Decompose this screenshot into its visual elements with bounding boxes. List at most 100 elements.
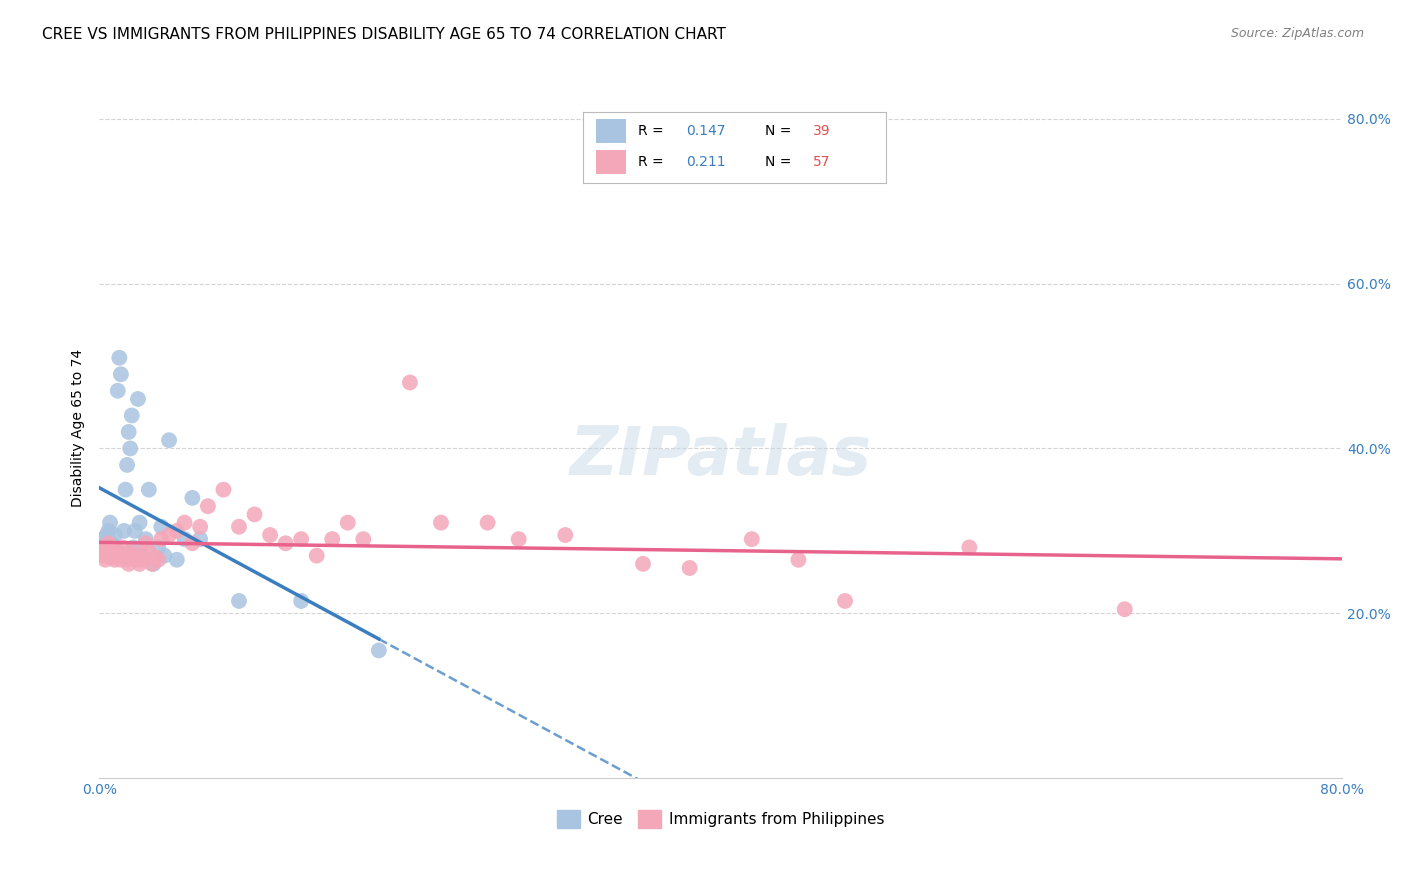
- Point: [166, 553, 188, 567]
- Point: [477, 516, 499, 530]
- Point: [110, 553, 132, 567]
- Point: [148, 553, 170, 567]
- Point: [112, 524, 135, 538]
- Point: [96, 528, 118, 542]
- Point: [111, 541, 134, 555]
- Point: [127, 549, 149, 563]
- Point: [122, 541, 145, 555]
- Point: [108, 549, 131, 563]
- Point: [148, 541, 170, 555]
- Point: [305, 549, 328, 563]
- Point: [121, 544, 143, 558]
- Point: [135, 532, 157, 546]
- Point: [243, 508, 266, 522]
- Point: [212, 483, 235, 497]
- Point: [101, 547, 124, 561]
- Point: [430, 516, 453, 530]
- Point: [631, 557, 654, 571]
- Point: [108, 351, 131, 365]
- Point: [93, 544, 115, 558]
- Point: [957, 541, 980, 555]
- Point: [104, 528, 127, 542]
- Text: CREE VS IMMIGRANTS FROM PHILIPPINES DISABILITY AGE 65 TO 74 CORRELATION CHART: CREE VS IMMIGRANTS FROM PHILIPPINES DISA…: [42, 27, 725, 42]
- Point: [188, 532, 211, 546]
- Point: [153, 549, 176, 563]
- Point: [228, 520, 250, 534]
- Point: [131, 553, 153, 567]
- Point: [110, 368, 132, 382]
- Point: [100, 536, 122, 550]
- Point: [125, 553, 148, 567]
- Point: [1114, 602, 1136, 616]
- Text: N =: N =: [765, 155, 796, 169]
- Point: [111, 549, 134, 563]
- Point: [107, 544, 129, 558]
- Point: [128, 516, 150, 530]
- Point: [352, 532, 374, 546]
- Point: [91, 544, 114, 558]
- Point: [142, 557, 165, 571]
- Point: [336, 516, 359, 530]
- Point: [97, 524, 120, 538]
- Point: [118, 557, 141, 571]
- Point: [554, 528, 576, 542]
- Point: [259, 528, 281, 542]
- Point: [741, 532, 763, 546]
- Text: R =: R =: [638, 124, 668, 137]
- FancyBboxPatch shape: [596, 119, 626, 143]
- Point: [94, 536, 117, 550]
- Point: [107, 384, 129, 398]
- Point: [188, 520, 211, 534]
- Point: [93, 549, 115, 563]
- Point: [157, 528, 180, 542]
- Point: [127, 392, 149, 406]
- Point: [115, 553, 138, 567]
- Point: [787, 553, 810, 567]
- Point: [98, 544, 121, 558]
- Point: [197, 499, 219, 513]
- Point: [678, 561, 700, 575]
- Point: [97, 536, 120, 550]
- Point: [120, 549, 142, 563]
- Point: [100, 550, 122, 565]
- Point: [101, 544, 124, 558]
- Point: [94, 553, 117, 567]
- Point: [150, 532, 173, 546]
- Text: 57: 57: [813, 155, 831, 169]
- Text: 0.211: 0.211: [686, 155, 725, 169]
- Point: [274, 536, 297, 550]
- Point: [157, 433, 180, 447]
- Point: [131, 549, 153, 563]
- Point: [166, 524, 188, 538]
- Point: [98, 516, 121, 530]
- Point: [135, 536, 157, 550]
- Text: R =: R =: [638, 155, 668, 169]
- Point: [104, 553, 127, 567]
- Point: [128, 557, 150, 571]
- Point: [834, 594, 856, 608]
- Point: [508, 532, 530, 546]
- Point: [173, 516, 195, 530]
- Point: [181, 536, 204, 550]
- Point: [138, 544, 160, 558]
- Point: [399, 376, 422, 390]
- Point: [118, 425, 141, 439]
- Point: [150, 520, 173, 534]
- Point: [181, 491, 204, 505]
- Text: Source: ZipAtlas.com: Source: ZipAtlas.com: [1230, 27, 1364, 40]
- Point: [367, 643, 389, 657]
- Point: [321, 532, 343, 546]
- Point: [290, 532, 312, 546]
- Text: 0.147: 0.147: [686, 124, 725, 137]
- Text: ZIPatlas: ZIPatlas: [569, 423, 872, 489]
- Point: [104, 541, 127, 555]
- Point: [122, 550, 145, 565]
- Point: [112, 549, 135, 563]
- Point: [141, 557, 163, 571]
- Y-axis label: Disability Age 65 to 74: Disability Age 65 to 74: [72, 349, 86, 507]
- Point: [114, 483, 136, 497]
- Point: [173, 532, 195, 546]
- Point: [121, 409, 143, 423]
- Point: [120, 442, 142, 456]
- Point: [96, 541, 118, 555]
